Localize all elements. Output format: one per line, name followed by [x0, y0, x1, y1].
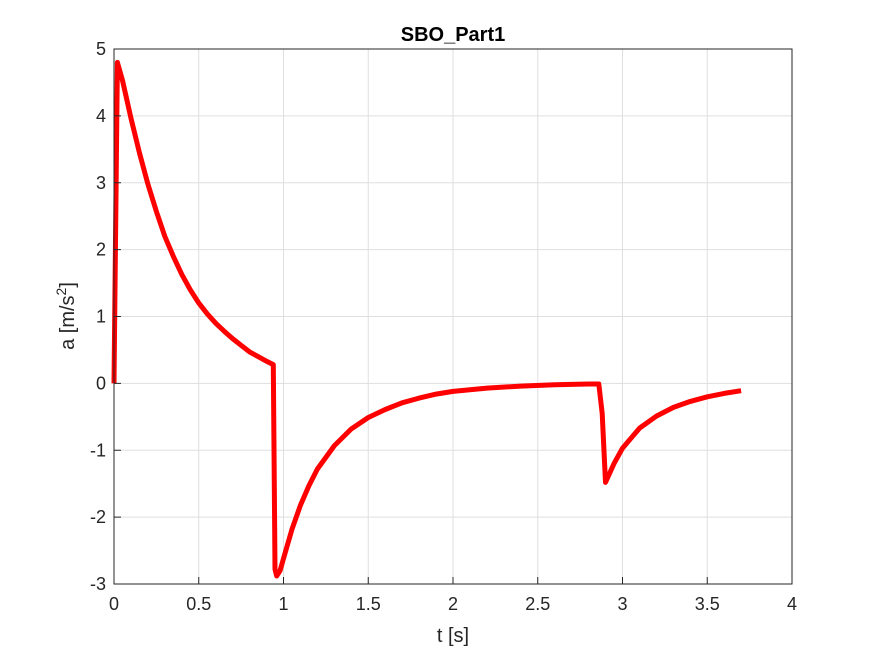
y-tick-label: 1 [96, 307, 106, 327]
y-axis-title: a [m/s2] [53, 282, 79, 350]
y-tick-label: 2 [96, 240, 106, 260]
x-tick-label: 1 [278, 594, 288, 614]
y-tick-label: -1 [90, 440, 106, 460]
y-tick-label: -3 [90, 574, 106, 594]
y-tick-label: 5 [96, 39, 106, 59]
x-tick-label: 3.5 [695, 594, 720, 614]
x-tick-labels: 0 0.5 1 1.5 2 2.5 3 3.5 4 [109, 594, 797, 614]
x-tick-label: 4 [787, 594, 797, 614]
chart-title: SBO_Part1 [401, 24, 506, 46]
y-axis-title-base: a [m/s [57, 295, 79, 349]
y-tick-label: 4 [96, 106, 106, 126]
x-tick-label: 2.5 [525, 594, 550, 614]
y-tick-label: 0 [96, 373, 106, 393]
y-tick-label: 3 [96, 173, 106, 193]
data-series [111, 59, 742, 579]
tick-marks [113, 48, 793, 585]
x-tick-label: 2 [448, 594, 458, 614]
x-axis-title: t [s] [437, 625, 469, 647]
y-tick-labels: -3 -2 -1 0 1 2 3 4 5 [90, 39, 106, 594]
series-line [111, 59, 742, 579]
grid-lines [113, 48, 793, 585]
y-axis-title-end: ] [57, 282, 79, 288]
y-tick-label: -2 [90, 507, 106, 527]
x-tick-label: 3 [617, 594, 627, 614]
x-tick-label: 0 [109, 594, 119, 614]
y-axis-title-superscript: 2 [53, 287, 69, 295]
x-tick-label: 0.5 [186, 594, 211, 614]
x-tick-label: 1.5 [356, 594, 381, 614]
